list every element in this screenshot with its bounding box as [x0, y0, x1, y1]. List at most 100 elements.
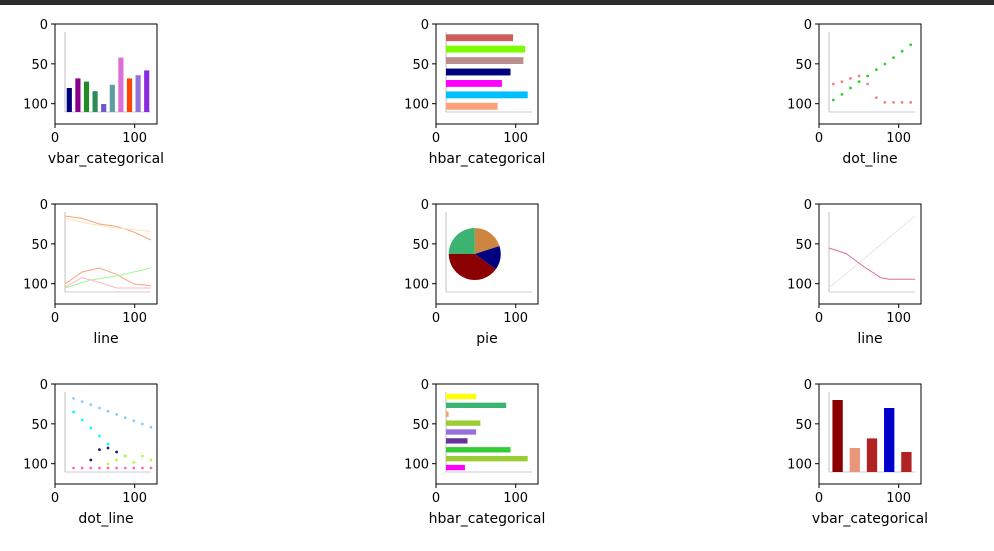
point: [874, 68, 878, 71]
y-tick-label: 100: [23, 98, 48, 113]
x-tick-label: 100: [886, 131, 911, 146]
y-tick-label: 0: [421, 18, 429, 33]
bar: [446, 447, 511, 453]
point: [72, 410, 75, 414]
bar: [446, 393, 477, 400]
point: [106, 466, 110, 470]
x-tick-label: 100: [122, 311, 147, 326]
panel-title: pie: [476, 331, 497, 347]
x-tick-label: 0: [432, 491, 440, 506]
point: [141, 466, 144, 470]
x-tick-label: 100: [503, 131, 528, 146]
bar: [135, 75, 141, 112]
y-tick-label: 100: [23, 278, 48, 293]
x-tick-label: 0: [432, 131, 440, 146]
point: [892, 101, 895, 104]
x-tick-label: 100: [503, 311, 528, 326]
point: [80, 400, 84, 403]
y-tick-label: 0: [421, 378, 429, 393]
x-tick-label: 0: [51, 311, 59, 326]
bar: [832, 400, 843, 472]
panel-title: dot_line: [842, 151, 897, 167]
bar: [446, 68, 511, 76]
panel-title: vbar_categorical: [812, 511, 928, 527]
panel-title: dot_line: [78, 511, 133, 527]
x-tick-label: 0: [51, 491, 59, 506]
window-top-bar: [0, 0, 994, 5]
image-frame: [54, 383, 158, 485]
point: [149, 458, 153, 462]
point: [866, 82, 870, 86]
bar: [126, 78, 133, 112]
panel-title: line: [93, 331, 118, 347]
series-line: [64, 215, 152, 241]
point: [831, 98, 835, 102]
y-tick-label: 100: [787, 98, 812, 113]
point: [141, 454, 144, 458]
y-tick-label: 50: [795, 418, 812, 433]
point: [123, 416, 127, 419]
point: [98, 434, 101, 438]
point: [98, 466, 101, 470]
point: [106, 462, 110, 466]
point: [132, 461, 136, 464]
point: [115, 413, 118, 416]
point: [874, 96, 878, 99]
point: [72, 397, 75, 400]
bar: [92, 91, 98, 112]
x-tick-label: 100: [503, 491, 528, 506]
bar: [849, 448, 860, 472]
point: [80, 418, 84, 422]
bar: [109, 84, 115, 112]
point: [900, 49, 904, 53]
point: [831, 82, 835, 86]
point: [115, 450, 118, 454]
y-tick-label: 0: [40, 198, 48, 213]
bar: [446, 91, 528, 99]
pie-slice: [474, 245, 501, 270]
point: [849, 77, 852, 80]
point: [89, 426, 93, 430]
point: [89, 458, 93, 462]
bar: [884, 408, 895, 472]
point: [857, 80, 861, 83]
panel-2: 0 50 100 0 100 hbar_categorical: [404, 18, 545, 167]
bar: [446, 411, 449, 417]
panel-9: 0 50 100 0 100 vbar_categorical: [787, 378, 928, 527]
y-tick-label: 50: [412, 418, 429, 433]
y-tick-label: 100: [404, 278, 429, 293]
y-tick-label: 100: [787, 458, 812, 473]
panel-title: vbar_categorical: [48, 151, 164, 167]
panel-4: 0 50 100 0 100 line: [23, 198, 158, 347]
point: [857, 74, 861, 78]
bar: [446, 402, 507, 408]
bar: [446, 34, 514, 42]
point: [98, 448, 101, 451]
bar: [901, 452, 912, 472]
y-tick-label: 100: [787, 278, 812, 293]
point: [840, 80, 844, 83]
point: [892, 56, 895, 59]
point: [909, 101, 913, 104]
x-tick-label: 0: [432, 311, 440, 326]
point: [132, 419, 136, 423]
y-tick-label: 0: [804, 378, 812, 393]
panel-8: 0 50 100 0 100 hbar_categorical: [404, 378, 545, 527]
point: [80, 466, 84, 470]
x-tick-label: 100: [122, 491, 147, 506]
point: [840, 93, 844, 96]
bar: [446, 80, 502, 87]
x-tick-label: 0: [815, 311, 823, 326]
panel-1: 0 50 100 0 100 vbar_categorical: [23, 18, 164, 167]
y-tick-label: 0: [40, 378, 48, 393]
series-line: [828, 215, 916, 289]
point: [849, 86, 852, 90]
series-line: [828, 247, 915, 280]
series-line: [64, 277, 151, 289]
panel-title: hbar_categorical: [429, 151, 546, 167]
y-tick-label: 50: [412, 238, 429, 253]
y-tick-label: 100: [404, 458, 429, 473]
panel-title: hbar_categorical: [429, 511, 546, 527]
pie-slice: [474, 228, 500, 254]
y-tick-label: 0: [421, 198, 429, 213]
